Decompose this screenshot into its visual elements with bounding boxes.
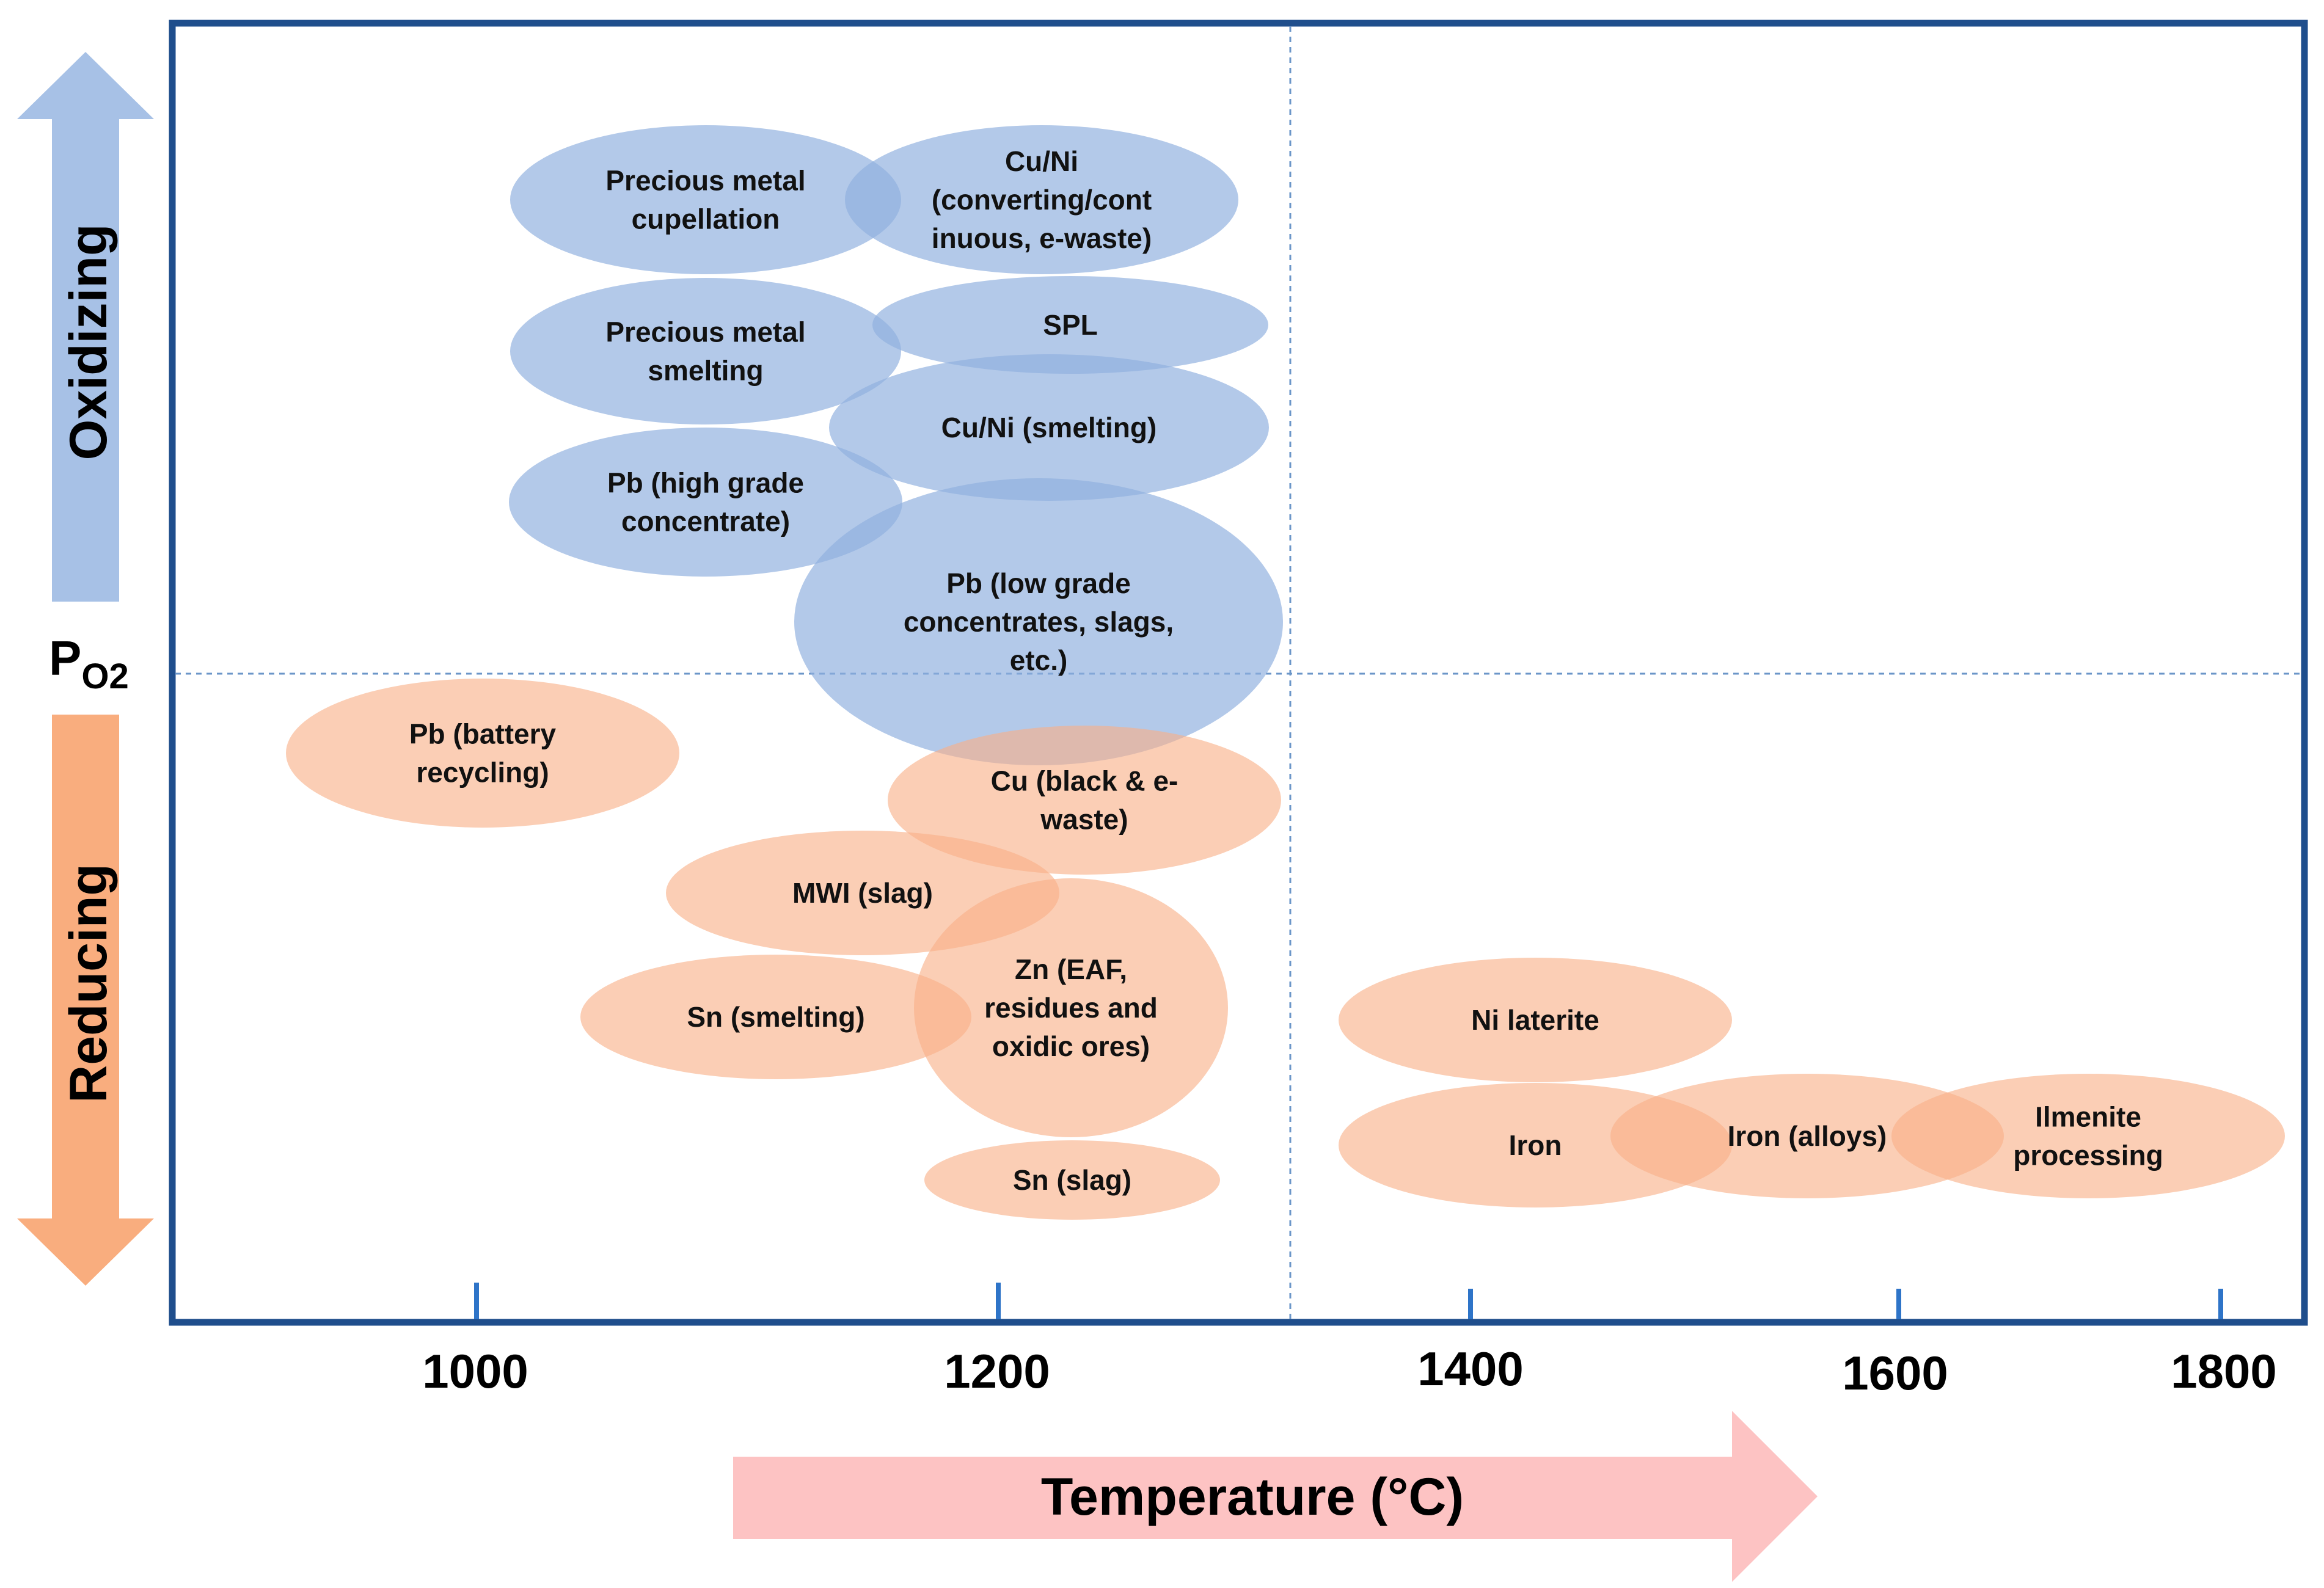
region-ellipse-sn-slag	[924, 1140, 1220, 1220]
region-pb-low-grade: Pb (low grade concentrates, slags, etc.)	[794, 478, 1283, 765]
region-label-iron: Iron	[1509, 1129, 1562, 1161]
oxidizing-label: Oxidizing	[59, 224, 118, 461]
region-ellipse-zn-eaf	[914, 878, 1228, 1137]
region-label-line: waste)	[1040, 804, 1128, 836]
region-ellipse-pb-high-grade	[509, 428, 902, 577]
region-label-mwi-slag: MWI (slag)	[792, 877, 933, 909]
po2-subscript: O2	[81, 657, 128, 696]
region-label-ni-laterite: Ni laterite	[1471, 1004, 1599, 1036]
tick-label-1400: 1400	[1417, 1342, 1524, 1396]
region-label-line: recycling)	[416, 757, 549, 789]
region-label-line: Precious metal	[605, 165, 805, 197]
region-label-cu-ni-converting: Cu/Ni (converting/cont inuous, e-waste)	[932, 145, 1152, 254]
region-label-line: Ni laterite	[1471, 1004, 1599, 1036]
region-ellipse-cu-ni-converting	[845, 125, 1238, 274]
region-cu-ni-smelting: Cu/Ni (smelting)	[829, 354, 1269, 501]
region-precious-metal-smelting: Precious metal smelting	[510, 278, 901, 424]
region-label-line: Cu (black & e-	[991, 765, 1178, 797]
region-sn-slag: Sn (slag)	[924, 1140, 1220, 1220]
region-ellipse-pb-low-grade	[794, 478, 1283, 765]
region-ellipse-iron-alloys	[1610, 1074, 2004, 1198]
reducing-label: Reducing	[59, 864, 118, 1103]
region-ellipse-cu-ni-smelting	[829, 354, 1269, 501]
region-ellipse-precious-metal-cupellation	[510, 125, 901, 274]
temperature-label: Temperature (°C)	[1041, 1468, 1464, 1526]
region-label-line: Iron (alloys)	[1728, 1120, 1887, 1152]
region-label-sn-smelting: Sn (smelting)	[687, 1001, 864, 1033]
region-pb-battery: Pb (battery recycling)	[286, 679, 679, 828]
region-label-pb-battery: Pb (battery recycling)	[409, 718, 557, 789]
region-label-spl: SPL	[1043, 309, 1097, 341]
region-label-line: processing	[2013, 1140, 2163, 1171]
region-label-line: Cu/Ni	[1005, 145, 1078, 177]
oxidizing-arrow: Oxidizing	[17, 52, 154, 602]
region-label-line: oxidic ores)	[992, 1030, 1150, 1062]
region-label-line: smelting	[648, 355, 763, 387]
region-label-line: Pb (low grade	[946, 567, 1131, 599]
axis-ticks	[474, 1283, 2223, 1319]
tick-label-1200: 1200	[944, 1344, 1050, 1398]
region-label-line: Ilmenite	[2035, 1101, 2141, 1133]
region-label-line: Pb (battery	[409, 718, 557, 750]
region-label-pb-low-grade: Pb (low grade concentrates, slags, etc.)	[904, 567, 1174, 676]
region-label-precious-metal-cupellation: Precious metal cupellation	[605, 165, 805, 235]
region-label-cu-black: Cu (black & e-waste)	[991, 765, 1178, 836]
region-label-line: concentrate)	[621, 506, 790, 537]
region-label-zn-eaf: Zn (EAF, residues and oxidic ores)	[984, 953, 1158, 1062]
region-pb-high-grade: Pb (high grade concentrate)	[509, 428, 902, 577]
reducing-arrow-shape	[17, 715, 154, 1286]
reducing-arrow: Reducing	[17, 715, 154, 1286]
region-precious-metal-cupellation: Precious metal cupellation	[510, 125, 901, 274]
region-label-line: Sn (slag)	[1013, 1164, 1131, 1196]
region-label-line: SPL	[1043, 309, 1097, 341]
region-label-pb-high-grade: Pb (high grade concentrate)	[607, 467, 804, 537]
axis-tick-labels: 1000 1200 1400 1600 1800	[422, 1342, 2277, 1400]
region-label-line: cupellation	[632, 203, 780, 235]
region-ni-laterite: Ni laterite	[1339, 958, 1732, 1082]
region-ilmenite: Ilmenite processing	[1891, 1074, 2285, 1198]
region-spl: SPL	[872, 276, 1268, 374]
regions-layer: Precious metal cupellation Cu/Ni (convertin…	[286, 125, 2285, 1220]
oxidizing-arrow-shape	[17, 52, 154, 602]
region-ellipse-sn-smelting	[580, 955, 971, 1079]
region-label-line: (converting/cont	[932, 184, 1152, 216]
region-zn-eaf: Zn (EAF, residues and oxidic ores)	[914, 878, 1228, 1137]
region-cu-black: Cu (black & e-waste)	[888, 726, 1281, 875]
region-label-line: Zn (EAF,	[1015, 953, 1127, 985]
region-cu-ni-converting: Cu/Ni (converting/cont inuous, e-waste)	[845, 125, 1238, 274]
region-ellipse-cu-black	[888, 726, 1281, 875]
temperature-arrow: Temperature (°C)	[733, 1411, 1818, 1582]
region-iron-alloys: Iron (alloys)	[1610, 1074, 2004, 1198]
region-label-line: etc.)	[1010, 644, 1068, 676]
tick-label-1600: 1600	[1842, 1346, 1948, 1400]
region-label-line: inuous, e-waste)	[932, 222, 1152, 254]
region-label-line: MWI (slag)	[792, 877, 933, 909]
region-label-line: concentrates, slags,	[904, 606, 1174, 638]
region-label-line: Pb (high grade	[607, 467, 804, 499]
region-sn-smelting: Sn (smelting)	[580, 955, 971, 1079]
region-label-ilmenite: Ilmenite processing	[2013, 1101, 2163, 1171]
region-label-precious-metal-smelting: Precious metal smelting	[605, 316, 805, 387]
region-label-line: Iron	[1509, 1129, 1562, 1161]
region-label-cu-ni-smelting: Cu/Ni (smelting)	[941, 412, 1157, 443]
region-ellipse-spl	[872, 276, 1268, 374]
region-label-line: residues and	[984, 992, 1158, 1024]
po2-main: P	[49, 631, 81, 685]
plot-frame	[169, 20, 2308, 1326]
region-ellipse-ni-laterite	[1339, 958, 1732, 1082]
tick-label-1800: 1800	[2171, 1344, 2277, 1398]
region-label-sn-slag: Sn (slag)	[1013, 1164, 1131, 1196]
region-label-line: Cu/Ni (smelting)	[941, 412, 1157, 443]
region-ellipse-precious-metal-smelting	[510, 278, 901, 424]
region-label-iron-alloys: Iron (alloys)	[1728, 1120, 1887, 1152]
region-label-line: Precious metal	[605, 316, 805, 348]
temperature-arrow-shape	[733, 1411, 1818, 1582]
region-ellipse-ilmenite	[1891, 1074, 2285, 1198]
region-ellipse-pb-battery	[286, 679, 679, 828]
po2-label: PO2	[49, 631, 129, 696]
region-label-line: Sn (smelting)	[687, 1001, 864, 1033]
tick-label-1000: 1000	[422, 1344, 528, 1398]
